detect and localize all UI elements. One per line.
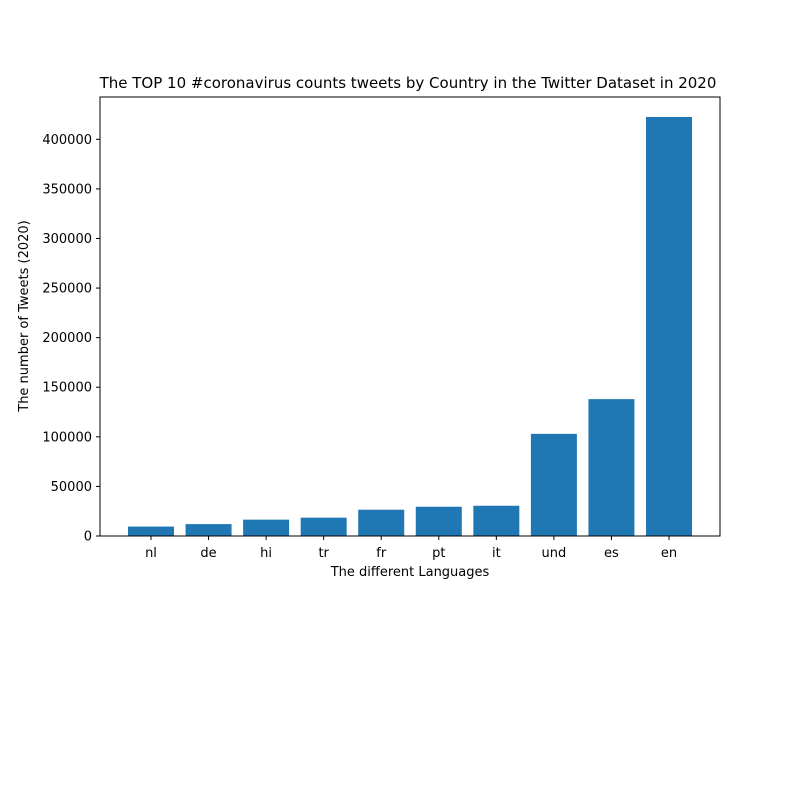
bar-hi <box>243 519 290 536</box>
x-tick-label: it <box>492 546 501 561</box>
x-axis-label: The different Languages <box>330 565 490 580</box>
y-tick-label: 200000 <box>42 331 92 346</box>
x-tick-label: de <box>200 546 216 561</box>
x-tick-label: nl <box>145 546 157 561</box>
x-tick-label: tr <box>318 546 329 561</box>
y-tick-label: 400000 <box>42 133 92 148</box>
y-tick-label: 50000 <box>51 480 92 495</box>
y-axis-ticks: 0 50000 100000 150000 200000 250000 300000 3500… <box>42 133 100 545</box>
x-tick-label: und <box>542 546 567 561</box>
bar-es <box>588 399 635 536</box>
y-tick-label: 350000 <box>42 182 92 197</box>
x-tick-label: en <box>661 546 677 561</box>
x-axis-ticks: nl de hi tr fr pt it und es en <box>145 536 677 561</box>
bar-it <box>473 505 520 536</box>
y-axis-label: The number of Tweets (2020) <box>17 220 32 413</box>
y-tick-label: 300000 <box>42 232 92 247</box>
bar-en <box>646 117 692 536</box>
x-tick-label: fr <box>376 546 387 561</box>
x-tick-label: pt <box>432 546 445 561</box>
y-tick-label: 0 <box>84 530 92 545</box>
bar-fr <box>358 509 405 536</box>
chart-title: The TOP 10 #coronavirus counts tweets by… <box>99 74 717 92</box>
x-tick-label: hi <box>260 546 272 561</box>
plot-frame <box>99 96 721 537</box>
y-tick-label: 250000 <box>42 282 92 297</box>
y-tick-label: 150000 <box>42 381 92 396</box>
bar-nl <box>128 526 174 536</box>
bar-de <box>185 524 232 536</box>
bar-und <box>530 433 577 536</box>
bars-layer <box>128 117 692 536</box>
bar-pt <box>415 506 462 536</box>
bar-tr <box>300 517 347 536</box>
x-tick-label: es <box>604 546 619 561</box>
y-tick-label: 100000 <box>42 430 92 445</box>
